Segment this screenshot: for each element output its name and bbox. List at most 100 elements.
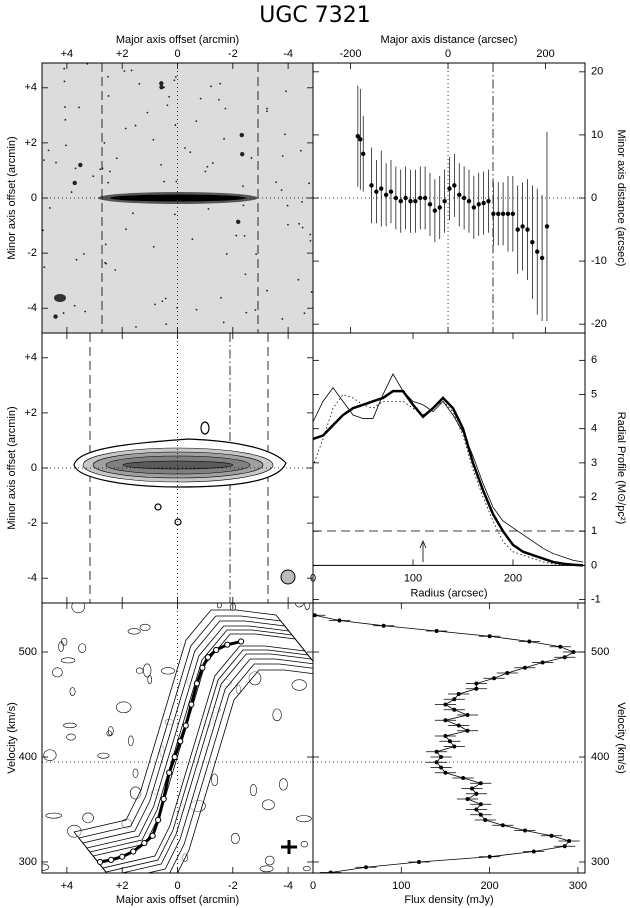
y-tick-label: 10: [591, 129, 603, 141]
rotation-point: [166, 769, 173, 776]
star: [168, 95, 171, 98]
star: [135, 325, 137, 328]
panel: [42, 603, 313, 873]
star: [53, 314, 58, 319]
data-point: [452, 697, 457, 702]
star: [107, 95, 110, 97]
panel: [73, 333, 296, 603]
data-point: [461, 195, 467, 201]
data-point: [492, 676, 497, 681]
star: [254, 309, 257, 311]
star: [281, 318, 284, 320]
noise-contour: [272, 708, 282, 722]
star: [154, 303, 156, 306]
star: [207, 207, 210, 210]
star: [206, 165, 209, 168]
star: [280, 189, 283, 191]
data-point: [530, 239, 535, 245]
star: [125, 228, 127, 231]
data-point: [439, 755, 444, 760]
noise-contour: [143, 663, 152, 678]
star: [174, 124, 177, 126]
star: [107, 75, 109, 78]
y-tick-label: 20: [591, 66, 603, 78]
star: [220, 296, 222, 299]
y-tick-label: +2: [24, 407, 37, 419]
noise-contour: [248, 671, 262, 686]
x-tick-label: +2: [116, 48, 129, 60]
data-point: [437, 205, 442, 210]
star: [84, 310, 87, 313]
star: [160, 163, 163, 166]
data-point: [383, 192, 389, 198]
star: [281, 155, 284, 157]
data-point: [491, 211, 496, 216]
star: [65, 144, 67, 147]
data-point: [476, 202, 481, 207]
data-point: [567, 838, 572, 843]
data-point: [544, 224, 550, 229]
star: [42, 229, 44, 232]
panel: [42, 63, 313, 333]
contour: [200, 421, 210, 435]
star: [219, 82, 222, 85]
rotation-point: [224, 641, 231, 648]
star: [47, 149, 50, 152]
data-point: [539, 255, 545, 261]
data-point: [355, 133, 361, 139]
noise-contour: [216, 603, 222, 609]
star: [242, 185, 244, 188]
star: [189, 151, 192, 154]
x-tick-label: +4: [61, 880, 74, 892]
noise-contour: [132, 768, 139, 778]
star: [152, 138, 155, 141]
star: [235, 219, 241, 225]
noise-contour: [182, 853, 188, 862]
star: [159, 81, 164, 86]
resolution-cross: [281, 840, 297, 854]
star: [211, 162, 214, 164]
data-point: [486, 198, 491, 204]
data-point: [413, 198, 418, 204]
star: [224, 107, 227, 110]
contour: [174, 518, 182, 526]
data-point: [474, 807, 479, 812]
y-tick-label: 6: [591, 354, 597, 366]
star: [242, 204, 245, 207]
y-axis-label: Minor axis distance (arcsec): [615, 130, 627, 267]
star: [297, 278, 300, 281]
noise-contour: [129, 786, 142, 800]
star: [163, 180, 166, 183]
star: [130, 69, 133, 72]
contour: [78, 615, 313, 873]
rotation-point: [204, 654, 212, 661]
rotation-point: [193, 680, 200, 687]
star: [166, 104, 169, 107]
data-point: [520, 224, 525, 229]
rotation-point: [213, 646, 220, 654]
star: [123, 70, 126, 72]
galaxy-small: [54, 294, 66, 302]
y-tick-label: +2: [24, 137, 37, 149]
star: [104, 243, 107, 246]
star: [115, 157, 118, 160]
x-tick-label: +2: [116, 880, 129, 892]
star: [184, 147, 186, 149]
y-tick-label: -1: [591, 593, 601, 605]
panel-frame: [312, 602, 586, 874]
star: [225, 253, 228, 255]
noise-contour: [66, 733, 76, 741]
noise-contour: [106, 730, 112, 737]
data-point: [381, 623, 386, 628]
rotation-point: [177, 738, 184, 745]
contour: [154, 503, 162, 511]
data-point: [510, 211, 516, 216]
data-point: [500, 211, 506, 216]
noise-contour: [265, 855, 275, 866]
y-tick-label: -20: [591, 318, 607, 330]
star: [42, 159, 45, 162]
data-point: [393, 195, 399, 201]
data-point: [416, 859, 421, 864]
data-point: [478, 781, 483, 786]
